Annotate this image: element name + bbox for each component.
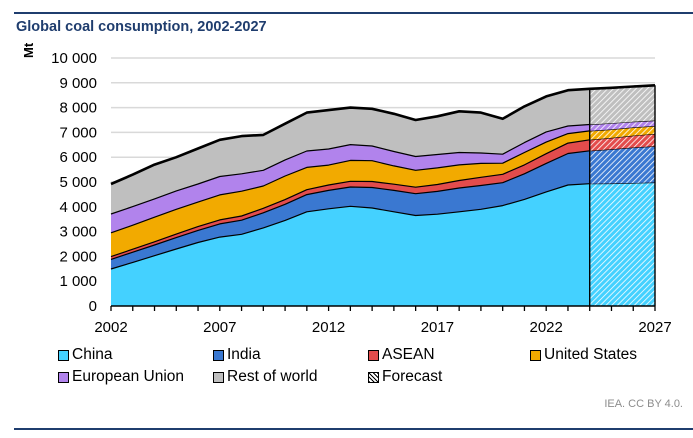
area-china xyxy=(111,183,590,306)
x-tick-label: 2022 xyxy=(530,319,563,336)
legend-swatch xyxy=(58,371,69,383)
forecast-area-asean xyxy=(589,133,655,151)
y-tick-label: 0 xyxy=(89,298,97,315)
legend-label: Rest of world xyxy=(227,368,318,385)
forecast-area-china xyxy=(589,182,655,306)
y-tick-label: 5 000 xyxy=(59,174,97,191)
y-tick-label: 10 000 xyxy=(51,50,97,67)
legend-item-european-union: European Union xyxy=(58,368,184,386)
legend-item-asean: ASEAN xyxy=(368,346,435,364)
area-european-union xyxy=(111,124,590,233)
legend-swatch xyxy=(368,371,379,383)
y-tick-label: 4 000 xyxy=(59,199,97,216)
axes xyxy=(110,305,656,311)
legend-item-rest-of-world: Rest of world xyxy=(213,368,317,386)
y-tick-label: 1 000 xyxy=(59,273,97,290)
legend-swatch xyxy=(530,349,541,361)
legend-item-forecast: Forecast xyxy=(368,368,442,386)
chart-title: Global coal consumption, 2002-2027 xyxy=(16,19,267,35)
area-rest-of-world xyxy=(111,88,590,214)
stacked-area-chart: 0 1 000 2 000 3 000 4 000 5 000 6 000 7 000 8 00… xyxy=(51,50,672,336)
boundary-line-china xyxy=(110,181,656,270)
area-series xyxy=(111,88,590,306)
y-tick-label: 7 000 xyxy=(59,124,97,141)
x-tick-label: 2017 xyxy=(421,319,454,336)
forecast-area-india xyxy=(589,146,655,184)
legend-item-china: China xyxy=(58,346,113,364)
boundary-line-european-union xyxy=(110,119,656,215)
legend-item-united-states: United States xyxy=(530,346,637,364)
y-tick-labels: 0 1 000 2 000 3 000 4 000 5 000 6 000 7 000 8 00… xyxy=(51,50,97,315)
x-tick-label: 2007 xyxy=(203,319,236,336)
x-tick-label: 2012 xyxy=(312,319,345,336)
bottom-rule xyxy=(14,428,693,430)
forecast-region xyxy=(110,84,656,306)
forecast-area-european-union xyxy=(589,120,655,131)
boundary-line-united-states xyxy=(110,125,656,234)
x-tick-labels: 2002 2007 2012 2017 2022 2027 xyxy=(94,319,671,336)
legend-item-india: India xyxy=(213,346,261,364)
legend-label: European Union xyxy=(72,368,185,385)
legend-swatch xyxy=(213,349,224,361)
boundary-line-india xyxy=(110,145,656,260)
top-rule xyxy=(14,12,693,14)
y-tick-label: 8 000 xyxy=(59,100,97,117)
legend-label: China xyxy=(72,346,113,363)
total-line xyxy=(110,84,656,186)
y-tick-label: 3 000 xyxy=(59,224,97,241)
x-tick-label: 2027 xyxy=(638,319,671,336)
y-tick-label: 2 000 xyxy=(59,248,97,265)
legend-label: ASEAN xyxy=(382,346,435,363)
forecast-area-united-states xyxy=(589,126,655,140)
y-tick-label: 9 000 xyxy=(59,75,97,92)
legend-label: United States xyxy=(544,346,638,363)
boundary-line-asean xyxy=(110,133,656,258)
legend-label: India xyxy=(227,346,261,363)
legend-label: Forecast xyxy=(382,368,443,385)
legend-swatch xyxy=(58,349,69,361)
legend-swatch xyxy=(213,371,224,383)
forecast-area-rest-of-world xyxy=(589,85,655,125)
x-tick-label: 2002 xyxy=(94,319,127,336)
y-tick-label: 6 000 xyxy=(59,149,97,166)
legend-swatch xyxy=(368,349,379,361)
source-note: IEA. CC BY 4.0. xyxy=(604,398,683,410)
